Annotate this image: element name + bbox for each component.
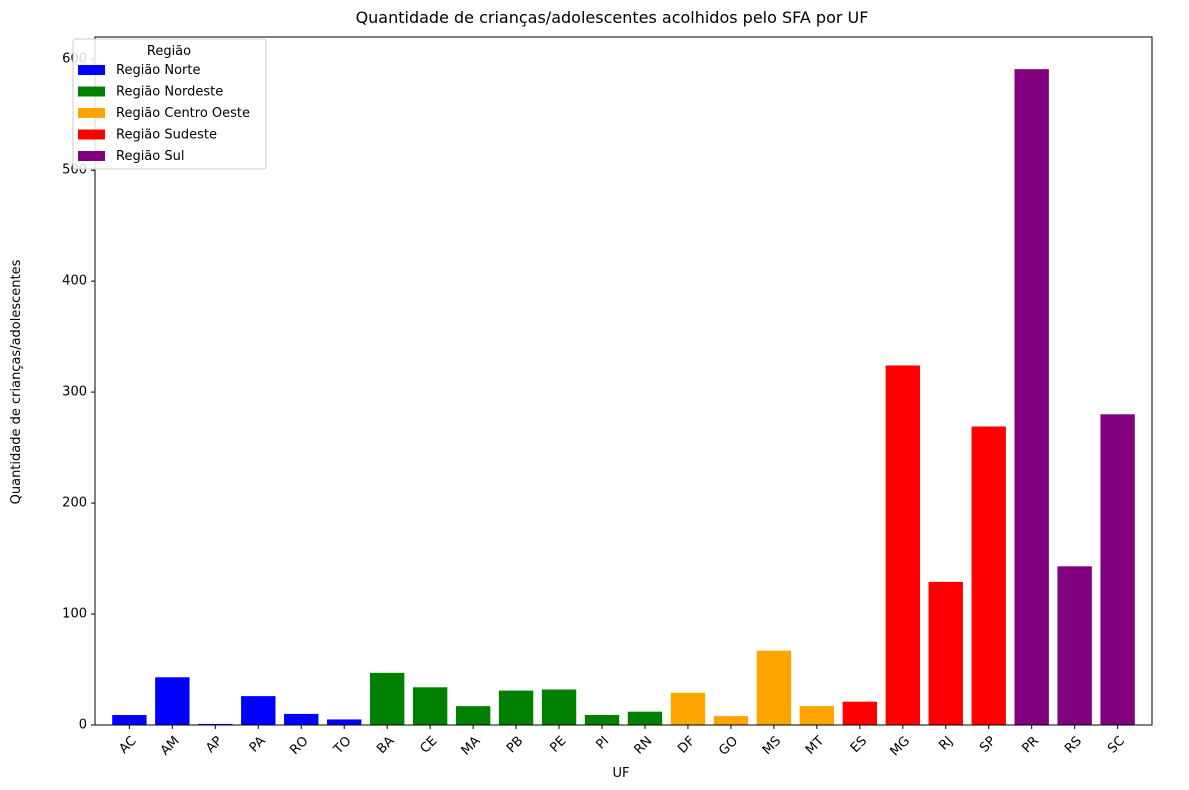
bar-ce (412, 687, 448, 725)
legend-box (72, 38, 267, 170)
legend-entry: Região Sul (116, 149, 184, 164)
bar-ro (284, 713, 319, 725)
legend-entry: Região Centro Oeste (116, 106, 250, 121)
bar-pa (241, 696, 276, 725)
bar-es (842, 701, 878, 725)
bar-pb (498, 690, 534, 725)
bar-mg (885, 365, 920, 725)
legend-swatch (78, 151, 105, 161)
bar-to (327, 719, 362, 725)
legend-entry: Região Sudeste (116, 128, 217, 143)
legend-title: Região (147, 44, 191, 59)
y-tick-label: 400 (62, 274, 87, 289)
legend-entry: Região Norte (116, 63, 200, 78)
bar-pr (1014, 69, 1049, 725)
y-tick-label: 200 (62, 496, 87, 511)
bar-mt (799, 706, 835, 725)
x-axis-label: UF (613, 766, 630, 781)
legend: Região Região Norte Região Nordeste Região… (72, 38, 267, 170)
chart-title: Quantidade de crianças/adolescentes acol… (356, 8, 869, 27)
bar-sp (971, 426, 1006, 725)
bar-rs (1057, 566, 1092, 725)
bar-rn (627, 711, 663, 725)
legend-entry: Região Nordeste (116, 85, 223, 100)
y-axis-label: Quantidade de crianças/adolescentes (9, 259, 24, 504)
bars-group (112, 69, 1135, 725)
legend-swatch (78, 129, 105, 140)
y-tick-label: 0 (79, 718, 87, 733)
bar-pe (541, 689, 577, 725)
y-tick-label: 300 (62, 385, 87, 400)
legend-swatch (78, 86, 105, 97)
bar-sc (1100, 414, 1135, 725)
bar-ba (369, 672, 405, 725)
bar-go (713, 716, 749, 725)
bar-ap (198, 723, 233, 725)
legend-swatch (78, 108, 105, 118)
bar-ma (455, 706, 491, 725)
bar-rj (928, 581, 963, 725)
bar-am (155, 677, 190, 725)
bar-ms (756, 650, 792, 725)
y-tick-label: 100 (62, 607, 87, 622)
bar-df (670, 692, 706, 725)
bar-ac (112, 715, 147, 725)
legend-swatch (78, 65, 105, 75)
bar-pi (584, 715, 620, 725)
plot-frame (94, 36, 1153, 726)
